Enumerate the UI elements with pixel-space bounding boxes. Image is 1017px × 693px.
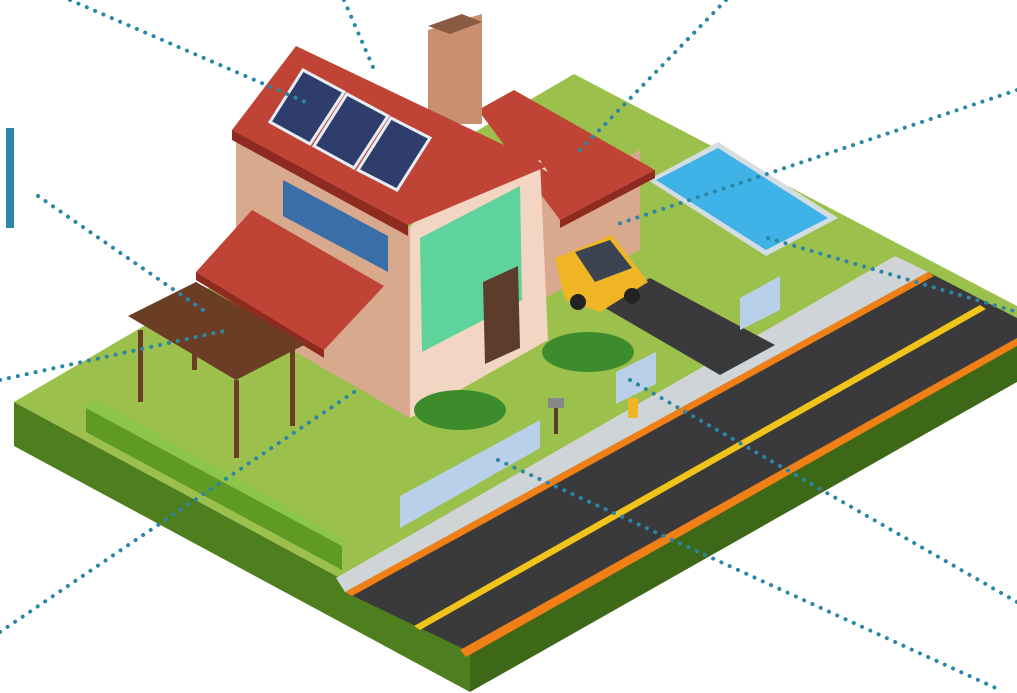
- garage-roof: [478, 90, 655, 220]
- fire-hydrant: [628, 398, 638, 418]
- driveway: [600, 278, 775, 375]
- road-center-line: [414, 305, 986, 630]
- callout-porch: [36, 194, 208, 314]
- chimney: [428, 14, 482, 124]
- front-door: [483, 266, 520, 364]
- road-edge-back: [345, 272, 934, 596]
- ground-side-left: [14, 402, 470, 692]
- picket-fences: [400, 276, 780, 528]
- callout-hydrant: [628, 378, 1017, 604]
- callout-roof: [576, 0, 728, 154]
- road-surface: [345, 272, 1017, 652]
- swimming-pool: [648, 142, 838, 256]
- sidewalk: [336, 256, 928, 592]
- window-row: [283, 180, 388, 272]
- ground-side-right: [470, 338, 1017, 692]
- flower-beds: [414, 332, 634, 430]
- mailbox: [548, 398, 564, 434]
- pergola: [128, 282, 306, 458]
- callout-window: [0, 386, 362, 634]
- callout-pool: [610, 88, 1017, 228]
- callout-fence: [496, 458, 1002, 692]
- accent-bar: [6, 128, 14, 228]
- solar-panels: [267, 68, 433, 192]
- car: [555, 235, 648, 312]
- road-edge-front: [460, 338, 1017, 657]
- callout-solar: [68, 0, 312, 106]
- road: [345, 272, 1017, 657]
- callout-chimney: [342, 0, 378, 76]
- callout-pool-edge: [766, 236, 1017, 314]
- callout-pergola: [0, 328, 230, 382]
- hedge: [86, 400, 345, 570]
